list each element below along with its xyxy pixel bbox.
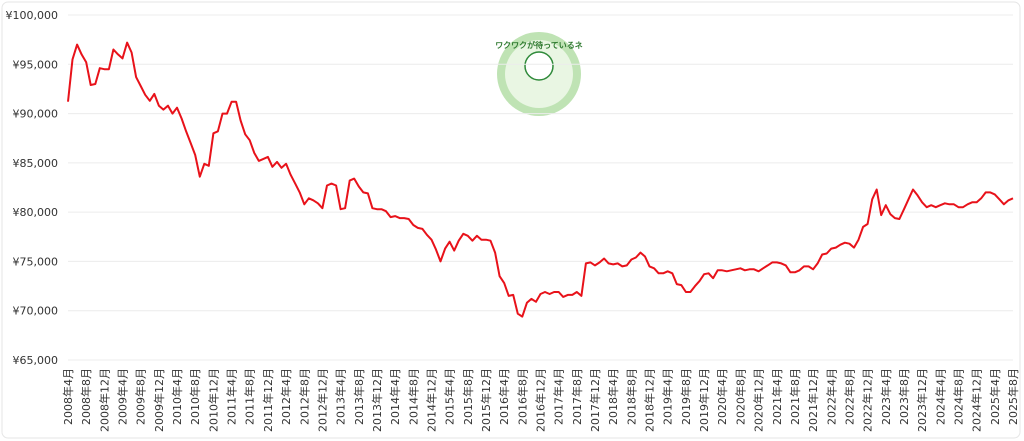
x-tick-label: 2023年4月: [879, 368, 893, 425]
x-tick-label: 2013年8月: [352, 368, 366, 425]
x-tick-label: 2024年4月: [933, 368, 947, 425]
x-tick-label: 2016年12月: [534, 368, 548, 432]
x-tick-label: 2019年8月: [679, 368, 693, 425]
x-tick-label: 2020年4月: [715, 368, 729, 425]
x-tick-label: 2014年4月: [388, 368, 402, 425]
y-tick-label: ¥65,000: [13, 354, 59, 367]
x-tick-label: 2018年12月: [643, 368, 657, 432]
x-tick-label: 2022年4月: [824, 368, 838, 425]
x-tick-label: 2016年4月: [497, 368, 511, 425]
logo-cat: [524, 51, 554, 81]
x-tick-label: 2011年12月: [261, 368, 275, 432]
line-series: [67, 41, 1014, 318]
x-tick-label: 2014年12月: [424, 368, 438, 432]
x-tick-label: 2018年4月: [606, 368, 620, 425]
x-tick-label: 2023年8月: [897, 368, 911, 425]
y-tick-label: ¥80,000: [13, 206, 59, 219]
x-tick-label: 2022年8月: [842, 368, 856, 425]
x-tick-label: 2014年8月: [406, 368, 420, 425]
y-tick-label: ¥85,000: [13, 157, 59, 170]
x-tick-label: 2016年8月: [515, 368, 529, 425]
x-tick-label: 2013年4月: [334, 368, 348, 425]
x-tick-label: 2021年12月: [806, 368, 820, 432]
x-tick-label: 2012年4月: [279, 368, 293, 425]
x-tick-label: 2010年8月: [188, 368, 202, 425]
y-tick-label: ¥95,000: [13, 58, 59, 71]
x-tick-label: 2009年12月: [152, 368, 166, 432]
x-tick-label: 2021年4月: [770, 368, 784, 425]
x-tick-label: 2017年12月: [588, 368, 602, 432]
x-tick-label: 2015年8月: [461, 368, 475, 425]
x-tick-label: 2010年4月: [170, 368, 184, 425]
x-tick-label: 2020年12月: [752, 368, 766, 432]
y-tick-label: ¥75,000: [13, 255, 59, 268]
x-tick-label: 2011年8月: [243, 368, 257, 425]
x-tick-label: 2015年4月: [443, 368, 457, 425]
x-tick-label: 2015年12月: [479, 368, 493, 432]
x-tick-label: 2012年8月: [297, 368, 311, 425]
x-tick-label: 2008年8月: [79, 368, 93, 425]
y-tick-label: ¥90,000: [13, 108, 59, 121]
x-tick-label: 2009年8月: [134, 368, 148, 425]
x-tick-label: 2022年12月: [861, 368, 875, 432]
y-tick-label: ¥100,000: [6, 9, 59, 22]
x-tick-label: 2017年8月: [570, 368, 584, 425]
x-tick-label: 2024年12月: [970, 368, 984, 432]
x-tick-label: 2021年8月: [788, 368, 802, 425]
x-tick-label: 2024年8月: [951, 368, 965, 425]
x-tick-label: 2018年8月: [624, 368, 638, 425]
x-tick-label: 2013年12月: [370, 368, 384, 432]
x-tick-label: 2025年8月: [1006, 368, 1020, 425]
x-tick-label: 2012年12月: [315, 368, 329, 432]
x-tick-label: 2011年4月: [225, 368, 239, 425]
x-tick-label: 2008年4月: [61, 368, 75, 425]
y-tick-label: ¥70,000: [13, 305, 59, 318]
x-tick-label: 2009年4月: [116, 368, 130, 425]
x-tick-label: 2025年4月: [988, 368, 1002, 425]
logo: ワクワクが待っているネ: [495, 32, 583, 116]
x-tick-label: 2019年4月: [661, 368, 675, 425]
x-tick-label: 2010年12月: [206, 368, 220, 432]
x-tick-label: 2023年12月: [915, 368, 929, 432]
x-tick-label: 2019年12月: [697, 368, 711, 432]
logo-text: ワクワクが待っているネ: [495, 40, 583, 50]
x-tick-label: 2017年4月: [552, 368, 566, 425]
x-tick-label: 2020年8月: [733, 368, 747, 425]
x-tick-label: 2008年12月: [97, 368, 111, 432]
